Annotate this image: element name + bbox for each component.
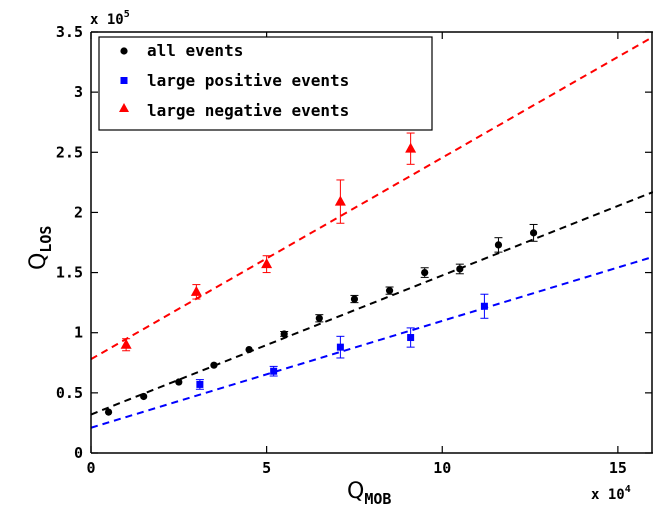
- y-tick-label: 3: [74, 83, 83, 101]
- y-tick-label: 2: [74, 203, 83, 221]
- y-multiplier-exp: 5: [124, 9, 130, 20]
- y-tick-label: 3.5: [56, 23, 83, 41]
- point-large-positive-events: [480, 302, 488, 310]
- fit-line-all-events: [90, 191, 653, 416]
- x-tick-label: 10: [433, 459, 451, 477]
- y-tick-label: 1.5: [56, 264, 83, 282]
- y-multiplier-base: x 10: [90, 12, 124, 28]
- point-all-events: [280, 330, 288, 338]
- point-large-positive-events: [407, 334, 415, 342]
- point-large-negative-events: [405, 142, 417, 153]
- point-all-events: [315, 314, 323, 322]
- point-all-events: [140, 392, 148, 401]
- point-large-negative-events: [190, 285, 202, 296]
- legend-marker-all-events: [120, 47, 128, 55]
- legend-label-all-events: all events: [147, 41, 243, 60]
- y-axis-label-sub: LOS: [37, 226, 55, 253]
- x-tick-label: 15: [609, 459, 627, 477]
- point-large-positive-events: [196, 380, 204, 388]
- y-axis-label-main: Q: [26, 253, 51, 270]
- point-all-events: [350, 295, 359, 303]
- x-axis-label: QMOB: [347, 479, 391, 508]
- x-tick-label: 5: [262, 459, 271, 477]
- legend-box: [98, 36, 433, 131]
- x-axis-label-main: Q: [347, 479, 364, 504]
- x-axis-label-sub: MOB: [364, 490, 391, 508]
- point-all-events: [421, 268, 429, 277]
- point-all-events: [529, 229, 538, 237]
- y-tick-label: 1: [74, 324, 83, 342]
- legend-marker-large-negative-events: [119, 103, 129, 112]
- point-large-negative-events: [261, 258, 273, 269]
- x-multiplier-exp: 4: [625, 484, 631, 495]
- point-large-positive-events: [270, 367, 278, 375]
- point-large-negative-events: [334, 195, 346, 206]
- y-axis-label: QLOS: [26, 226, 55, 270]
- point-large-positive-events: [336, 343, 344, 351]
- y-tick-label: 0: [74, 444, 83, 462]
- point-all-events: [494, 241, 503, 249]
- point-large-negative-events: [120, 338, 132, 349]
- point-all-events: [210, 361, 218, 369]
- legend-label-large-positive-events: large positive events: [147, 71, 349, 90]
- y-multiplier-label: x 105: [90, 9, 130, 28]
- x-multiplier-base: x 10: [591, 487, 625, 503]
- x-tick-label: 0: [86, 459, 95, 477]
- point-all-events: [385, 287, 394, 295]
- data-markers: [104, 142, 538, 416]
- y-ticks: 0 0.5 1 1.5 2 2.5 3 3.5: [56, 23, 652, 462]
- x-multiplier-label: x 104: [591, 484, 631, 503]
- point-all-events: [245, 345, 253, 354]
- y-tick-label: 2.5: [56, 143, 83, 161]
- legend-marker-large-positive-events: [120, 77, 128, 84]
- fit-line-large-positive-events: [90, 255, 653, 429]
- legend-label-large-negative-events: large negative events: [147, 101, 349, 120]
- y-tick-label: 0.5: [56, 384, 83, 402]
- point-all-events: [175, 378, 183, 386]
- legend: all events large positive events large n…: [98, 36, 433, 131]
- fit-lines: [90, 35, 653, 429]
- point-all-events: [456, 265, 464, 273]
- point-all-events: [104, 408, 113, 416]
